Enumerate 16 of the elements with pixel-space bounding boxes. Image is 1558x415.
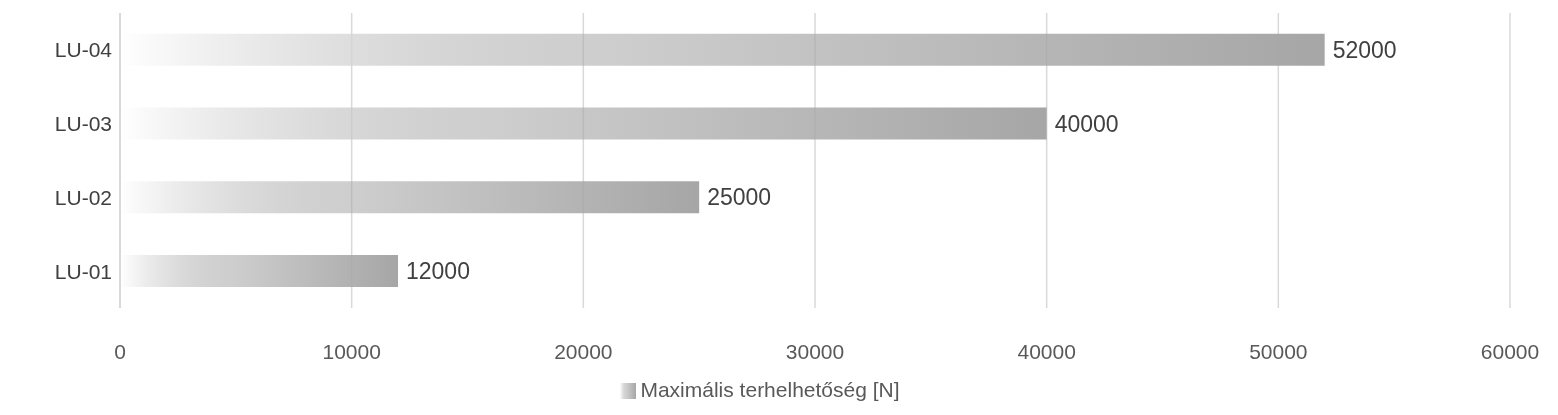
data-label: 52000 — [1332, 36, 1397, 63]
x-tick-label: 10000 — [322, 339, 381, 363]
y-tick-label: LU-01 — [54, 259, 112, 283]
data-label: 40000 — [1054, 110, 1119, 137]
legend-label: Maximális terhelhetőség [N] — [640, 378, 900, 401]
data-label: 25000 — [707, 184, 772, 211]
x-tick-label: 50000 — [1249, 339, 1308, 363]
x-tick-label: 60000 — [1480, 339, 1540, 363]
y-tick-label: LU-04 — [54, 38, 113, 62]
x-tick-label: 20000 — [554, 339, 613, 363]
x-tick-label: 0 — [114, 339, 126, 363]
data-label: 12000 — [406, 258, 470, 285]
x-tick-label: 30000 — [785, 339, 845, 363]
y-tick-label: LU-03 — [54, 112, 112, 136]
y-tick-label: LU-02 — [54, 185, 112, 209]
x-tick-label: 40000 — [1017, 339, 1076, 363]
